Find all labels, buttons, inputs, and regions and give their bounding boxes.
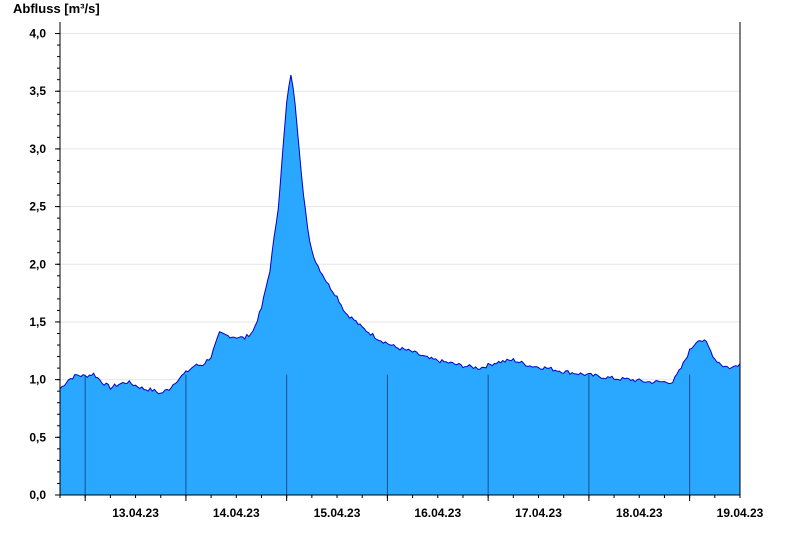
x-tick-label-5: 18.04.23 xyxy=(616,506,663,520)
x-tick-label-1: 14.04.23 xyxy=(213,506,260,520)
y-tick-label-7: 3,5 xyxy=(29,84,46,98)
y-tick-label-8: 4,0 xyxy=(29,27,46,41)
x-tick-label-3: 16.04.23 xyxy=(414,506,461,520)
discharge-area xyxy=(60,75,740,495)
y-tick-label-6: 3,0 xyxy=(29,142,46,156)
y-tick-label-5: 2,5 xyxy=(29,200,46,214)
discharge-series xyxy=(59,74,741,495)
y-tick-label-3: 1,5 xyxy=(29,315,46,329)
x-tick-label-4: 17.04.23 xyxy=(515,506,562,520)
y-axis-title: Abfluss [m³/s] xyxy=(13,1,100,16)
axes: 13.04.23 14.04.23 15.04.23 16.04.23 17.04.23… xyxy=(29,22,764,520)
x-tick-label-6: 19.04.23 xyxy=(717,506,764,520)
y-tick-label-1: 0,5 xyxy=(29,430,46,444)
x-tick-label-2: 15.04.23 xyxy=(314,506,361,520)
x-tick-label-0: 13.04.23 xyxy=(112,506,159,520)
y-tick-label-2: 1,0 xyxy=(29,373,46,387)
discharge-line xyxy=(59,74,741,395)
horizontal-grid xyxy=(60,33,740,438)
y-tick-label-0: 0,0 xyxy=(29,488,46,502)
y-tick-label-4: 2,0 xyxy=(29,257,46,271)
